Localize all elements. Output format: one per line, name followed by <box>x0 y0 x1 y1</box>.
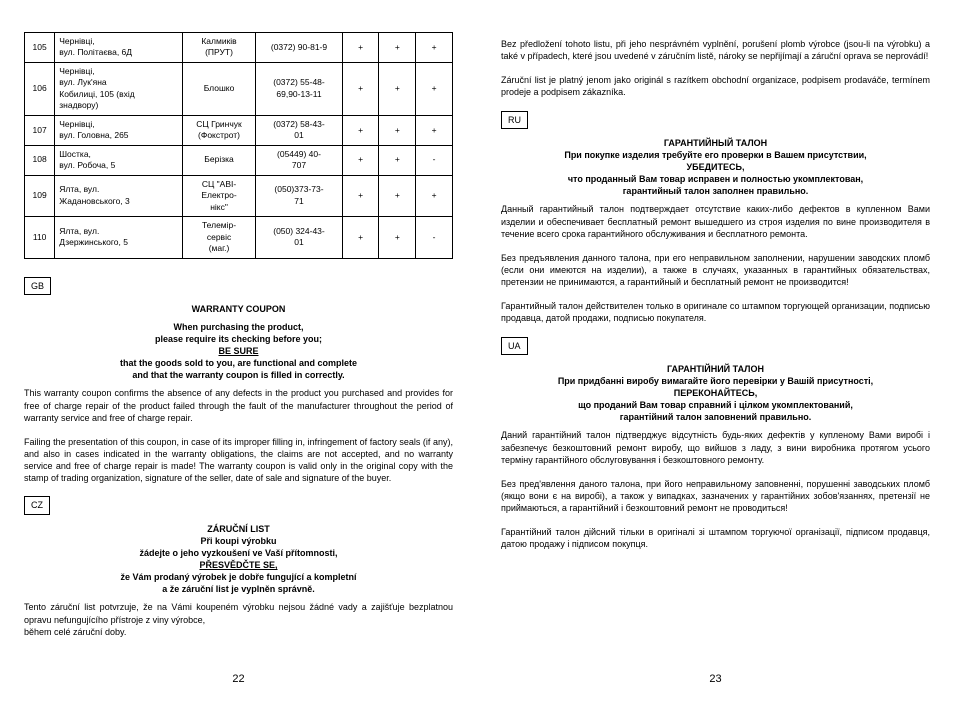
table-row: 110Ялта, вул. Дзержинського, 5Телемір- с… <box>25 217 453 258</box>
table-cell: + <box>416 33 453 63</box>
cz-cont-p2: Záruční list je platný jenom jako origin… <box>501 74 930 98</box>
gb-l1: When purchasing the product, <box>24 321 453 333</box>
table-row: 107Чернівці, вул. Головна, 265СЦ Гринчук… <box>25 115 453 145</box>
table-cell: 109 <box>25 175 55 216</box>
left-page-number: 22 <box>24 664 453 687</box>
table-cell: (050)373-73- 71 <box>256 175 342 216</box>
table-cell: 106 <box>25 62 55 115</box>
table-cell: (0372) 90-81-9 <box>256 33 342 63</box>
table-cell: + <box>416 175 453 216</box>
cz-l3: PŘESVĚDČTE SE, <box>24 559 453 571</box>
ua-l4: гарантійний талон заповнений правильно. <box>501 411 930 423</box>
table-cell: 107 <box>25 115 55 145</box>
ua-p1: Даний гарантійний талон підтверджує відс… <box>501 429 930 465</box>
ru-l2: УБЕДИТЕСЬ, <box>501 161 930 173</box>
ua-l3: що проданий Вам товар справний і цілком … <box>501 399 930 411</box>
service-centers-table: 105Чернівці, вул. Політаєва, 6ДКалмиків … <box>24 32 453 259</box>
table-cell: СЦ "АВІ- Електро- нікс" <box>182 175 255 216</box>
table-cell: (0372) 55-48- 69,90-13-11 <box>256 62 342 115</box>
table-row: 105Чернівці, вул. Політаєва, 6ДКалмиків … <box>25 33 453 63</box>
table-cell: + <box>342 217 379 258</box>
table-row: 108Шостка, вул. Робоча, 5Берізка(05449) … <box>25 145 453 175</box>
table-cell: Чернівці, вул. Лук'яна Кобилиці, 105 (вх… <box>55 62 183 115</box>
gb-p1: This warranty coupon confirms the absenc… <box>24 387 453 423</box>
table-cell: + <box>416 115 453 145</box>
table-cell: (050) 324-43- 01 <box>256 217 342 258</box>
table-cell: - <box>416 145 453 175</box>
cz-cont-p1: Bez předložení tohoto listu, při jeho ne… <box>501 38 930 62</box>
cz-l2: žádejte o jeho vyzkoušení ve Vaší přítom… <box>24 547 453 559</box>
gb-l3: BE SURE <box>24 345 453 357</box>
table-cell: 108 <box>25 145 55 175</box>
table-cell: Калмиків (ПРУТ) <box>182 33 255 63</box>
table-cell: Ялта, вул. Жадановського, 3 <box>55 175 183 216</box>
page-spread: 105Чернівці, вул. Політаєва, 6ДКалмиків … <box>0 20 954 695</box>
cz-p1: Tento záruční list potvrzuje, že na Vámi… <box>24 601 453 637</box>
table-cell: Чернівці, вул. Головна, 265 <box>55 115 183 145</box>
gb-l5: and that the warranty coupon is filled i… <box>24 369 453 381</box>
ru-p3: Гарантийный талон действителен только в … <box>501 300 930 324</box>
ua-l2: ПЕРЕКОНАЙТЕСЬ, <box>501 387 930 399</box>
ru-l3: что проданный Вам товар исправен и полно… <box>501 173 930 185</box>
ua-tag: UA <box>501 337 528 355</box>
cz-l1: Při koupi výrobku <box>24 535 453 547</box>
table-cell: Берізка <box>182 145 255 175</box>
table-cell: + <box>379 33 416 63</box>
cz-title: ZÁRUČNÍ LIST <box>24 523 453 535</box>
table-cell: + <box>342 175 379 216</box>
ru-p2: Без предъявления данного талона, при его… <box>501 252 930 288</box>
table-cell: + <box>342 33 379 63</box>
table-cell: + <box>379 175 416 216</box>
gb-tag: GB <box>24 277 51 295</box>
gb-l4: that the goods sold to you, are function… <box>24 357 453 369</box>
table-cell: (05449) 40- 707 <box>256 145 342 175</box>
table-cell: + <box>379 217 416 258</box>
ru-l4: гарантийный талон заполнен правильно. <box>501 185 930 197</box>
table-row: 106Чернівці, вул. Лук'яна Кобилиці, 105 … <box>25 62 453 115</box>
gb-p2: Failing the presentation of this coupon,… <box>24 436 453 485</box>
table-cell: Телемір- сервіс (маг.) <box>182 217 255 258</box>
table-cell: 110 <box>25 217 55 258</box>
table-cell: СЦ Гринчук (Фокстрот) <box>182 115 255 145</box>
cz-tag: CZ <box>24 496 50 514</box>
table-cell: + <box>342 115 379 145</box>
ru-p1: Данный гарантийный талон подтверждает от… <box>501 203 930 239</box>
gb-title: WARRANTY COUPON <box>24 303 453 315</box>
table-cell: - <box>416 217 453 258</box>
ru-title: ГАРАНТИЙНЫЙ ТАЛОН <box>501 137 930 149</box>
table-cell: Блошко <box>182 62 255 115</box>
right-page-number: 23 <box>501 664 930 687</box>
ua-title: ГАРАНТІЙНИЙ ТАЛОН <box>501 363 930 375</box>
left-page: 105Чернівці, вул. Політаєва, 6ДКалмиків … <box>0 20 477 695</box>
table-cell: + <box>379 145 416 175</box>
table-cell: (0372) 58-43- 01 <box>256 115 342 145</box>
ru-l1: При покупке изделия требуйте его проверк… <box>501 149 930 161</box>
table-cell: Шостка, вул. Робоча, 5 <box>55 145 183 175</box>
gb-l2: please require its checking before you; <box>24 333 453 345</box>
table-cell: 105 <box>25 33 55 63</box>
cz-l5: a že záruční list je vyplněn správně. <box>24 583 453 595</box>
table-cell: + <box>379 62 416 115</box>
table-cell: Ялта, вул. Дзержинського, 5 <box>55 217 183 258</box>
table-cell: Чернівці, вул. Політаєва, 6Д <box>55 33 183 63</box>
ru-tag: RU <box>501 111 528 129</box>
ua-p2: Без пред'явлення даного талона, при його… <box>501 478 930 514</box>
table-cell: + <box>342 145 379 175</box>
table-cell: + <box>416 62 453 115</box>
table-cell: + <box>342 62 379 115</box>
table-cell: + <box>379 115 416 145</box>
right-page: Bez předložení tohoto listu, při jeho ne… <box>477 20 954 695</box>
ua-l1: При придбанні виробу вимагайте його пере… <box>501 375 930 387</box>
ua-p3: Гарантійний талон дійсний тільки в оригі… <box>501 526 930 550</box>
table-row: 109Ялта, вул. Жадановського, 3СЦ "АВІ- Е… <box>25 175 453 216</box>
cz-l4: že Vám prodaný výrobek je dobře fungujíc… <box>24 571 453 583</box>
